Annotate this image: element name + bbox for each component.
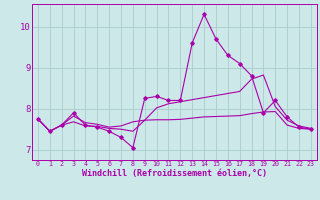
X-axis label: Windchill (Refroidissement éolien,°C): Windchill (Refroidissement éolien,°C) xyxy=(82,169,267,178)
